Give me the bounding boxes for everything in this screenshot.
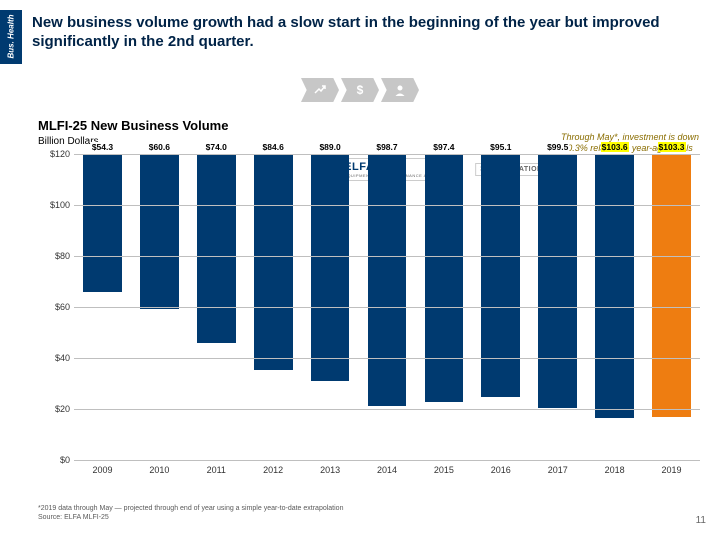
footnote-line2: Source: ELFA MLFI-25 xyxy=(38,513,343,522)
y-axis-label: $120 xyxy=(38,149,70,159)
gridline xyxy=(74,205,700,206)
bar-value-label: $54.3 xyxy=(91,142,114,152)
page-headline: New business volume growth had a slow st… xyxy=(22,10,710,64)
bar: $84.6 xyxy=(254,154,293,370)
bar-value-label: $98.7 xyxy=(375,142,398,152)
bar: $99.5 xyxy=(538,154,577,408)
x-axis-label: 2019 xyxy=(643,462,700,478)
footnote-line1: *2019 data through May — projected throu… xyxy=(38,504,343,513)
bar-chart: $54.3 $60.6 $74.0 $84.6 $89.0 $98.7 $97.4 $95.1… xyxy=(38,154,700,478)
x-axis-label: 2016 xyxy=(472,462,529,478)
footnote: *2019 data through May — projected throu… xyxy=(38,504,343,522)
x-axis-label: 2012 xyxy=(245,462,302,478)
dollar-icon: $ xyxy=(341,78,379,102)
y-axis-label: $20 xyxy=(38,404,70,414)
bar: $103.6 xyxy=(595,154,634,418)
bar: $89.0 xyxy=(311,154,350,381)
gridline xyxy=(74,256,700,257)
icon-strip: $ xyxy=(301,78,419,102)
bar-value-label: $99.5 xyxy=(546,142,569,152)
bar: $54.3 xyxy=(83,154,122,292)
gridline xyxy=(74,154,700,155)
bar-value-label: $103.3 xyxy=(658,142,686,152)
y-axis-label: $100 xyxy=(38,200,70,210)
section-tab-label: Bus. Health xyxy=(7,15,16,59)
bar-value-label: $97.4 xyxy=(432,142,455,152)
x-axis-label: 2011 xyxy=(188,462,245,478)
bar-value-label: $84.6 xyxy=(262,142,285,152)
bar-value-label: $60.6 xyxy=(148,142,171,152)
y-axis-label: $80 xyxy=(38,251,70,261)
gridline xyxy=(74,358,700,359)
x-axis-label: 2017 xyxy=(529,462,586,478)
bar-value-label: $74.0 xyxy=(205,142,228,152)
page-number: 11 xyxy=(696,515,706,526)
section-tab: Bus. Health xyxy=(0,10,22,64)
chart-subtitle: Billion Dollars xyxy=(38,136,99,147)
bar: $60.6 xyxy=(140,154,179,309)
gridline xyxy=(74,409,700,410)
x-axis-label: 2018 xyxy=(586,462,643,478)
chart-title: MLFI-25 New Business Volume xyxy=(38,118,228,133)
y-axis-label: $40 xyxy=(38,353,70,363)
header: Bus. Health New business volume growth h… xyxy=(0,10,710,64)
bar: $95.1 xyxy=(481,154,520,397)
x-axis-label: 2013 xyxy=(302,462,359,478)
bar: $74.0 xyxy=(197,154,236,343)
bar-value-label: $95.1 xyxy=(489,142,512,152)
x-axis-label: 2015 xyxy=(415,462,472,478)
y-axis-label: $0 xyxy=(38,455,70,465)
x-axis-label: 2009 xyxy=(74,462,131,478)
chart-x-axis: 2009201020112012201320142015201620172018… xyxy=(74,462,700,478)
gridline xyxy=(74,307,700,308)
user-icon xyxy=(381,78,419,102)
bar: $103.3 xyxy=(652,154,691,417)
bar: $97.4 xyxy=(425,154,464,402)
chart-plot-area: $54.3 $60.6 $74.0 $84.6 $89.0 $98.7 $97.4 $95.1… xyxy=(74,154,700,460)
x-axis-label: 2014 xyxy=(359,462,416,478)
gridline xyxy=(74,460,700,461)
trend-icon xyxy=(301,78,339,102)
bar-value-label: $89.0 xyxy=(318,142,341,152)
bar-value-label: $103.6 xyxy=(601,142,629,152)
x-axis-label: 2010 xyxy=(131,462,188,478)
y-axis-label: $60 xyxy=(38,302,70,312)
bar: $98.7 xyxy=(368,154,407,406)
